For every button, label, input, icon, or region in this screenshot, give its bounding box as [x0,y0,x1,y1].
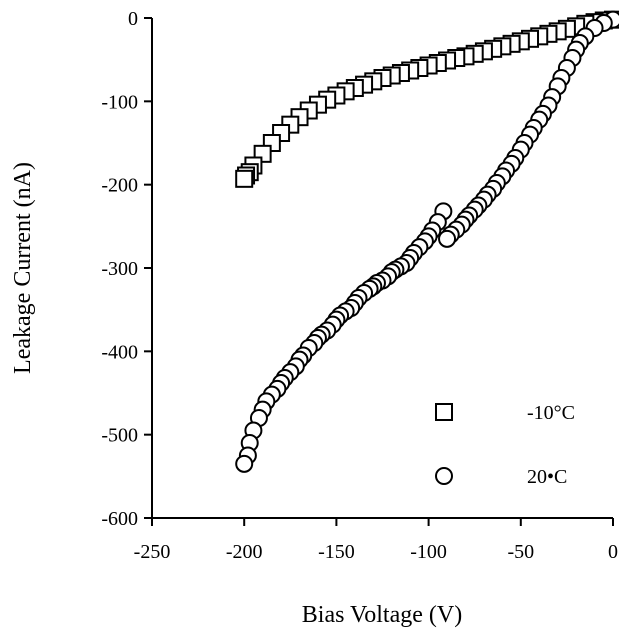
y-axis-title: Leakage Current (nA) [10,162,36,374]
series-1 [235,10,619,188]
x-ticks: -250 -200 -150 -100 -50 0 [134,518,618,563]
legend-label-series-2: 20•C [527,466,567,488]
y-tick-label: -600 [101,508,138,530]
x-tick-label: 0 [608,541,618,563]
data-marks [235,10,619,473]
legend-label-series-1: -10°C [527,402,575,424]
series-2 [235,10,619,473]
y-tick-label: -100 [101,91,138,113]
x-axis-title: Bias Voltage (V) [302,602,462,628]
y-tick-label: -500 [101,425,138,447]
data-point-circle [438,229,457,248]
y-ticks: 0 -100 -200 -300 -400 -500 -600 [101,8,152,530]
x-tick-label: -200 [226,541,263,563]
x-tick-label: -150 [318,541,355,563]
legend-square-marker [435,403,453,421]
y-tick-label: -400 [101,341,138,363]
axes [151,18,613,519]
x-tick-label: -50 [507,541,534,563]
data-point-square [235,169,254,188]
x-tick-label: -100 [410,541,447,563]
data-point-circle [235,454,254,473]
y-tick-label: 0 [128,8,138,30]
legend: -10°C 20•C [435,402,575,488]
legend-circle-marker [435,467,453,485]
x-tick-label: -250 [134,541,171,563]
y-tick-label: -200 [101,175,138,197]
y-tick-label: -300 [101,258,138,280]
